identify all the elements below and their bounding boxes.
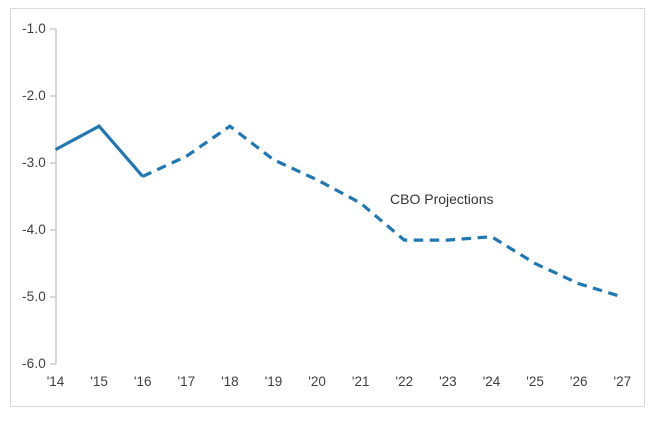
y-tick-label: -2.0 (21, 88, 46, 104)
chart-frame-border (10, 8, 645, 407)
y-tick-label: -3.0 (21, 155, 46, 171)
x-tick-label: '14 (46, 374, 65, 389)
x-tick-label: '27 (613, 374, 632, 389)
x-tick-label: '25 (526, 374, 544, 389)
y-tick-label: -4.0 (21, 222, 46, 238)
historical-line (54, 124, 144, 178)
y-axis (50, 28, 57, 365)
x-tick-label: '19 (264, 374, 283, 389)
x-tick-label: '22 (395, 374, 414, 389)
projection-line (142, 124, 623, 299)
x-tick-label: '23 (439, 374, 457, 389)
x-tick-label: '16 (133, 374, 152, 389)
x-tick-label: '18 (221, 374, 239, 389)
x-tick-label: '15 (90, 374, 108, 389)
x-tick-label: '26 (569, 374, 588, 389)
cbo-projections-label: CBO Projections (390, 191, 494, 207)
x-tick-label: '21 (351, 374, 370, 389)
y-tick-label: -1.0 (21, 21, 46, 37)
y-tick-label: -6.0 (21, 356, 46, 372)
x-tick-label: '24 (482, 374, 501, 389)
x-tick-label: '20 (308, 374, 326, 389)
x-tick-label: '17 (177, 374, 196, 389)
y-tick-label: -5.0 (21, 289, 46, 305)
